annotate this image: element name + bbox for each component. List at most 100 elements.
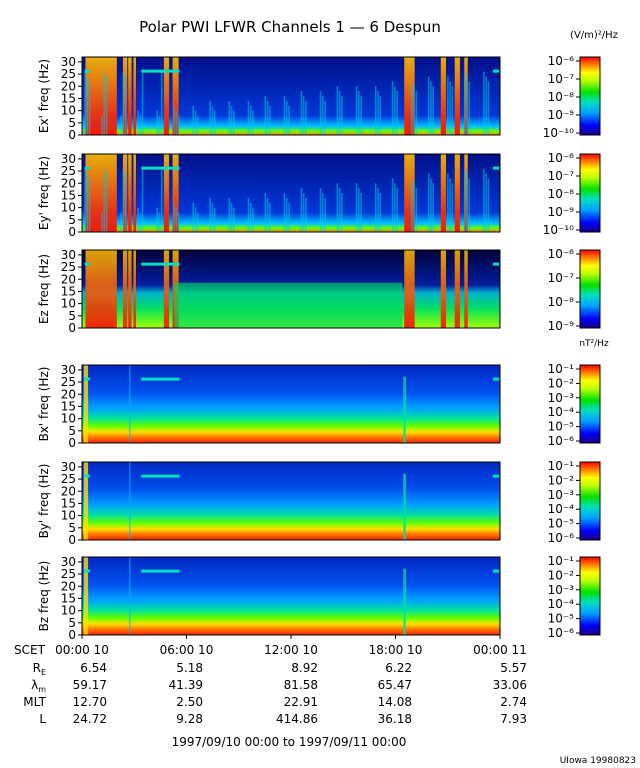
y-tick-label: 25 [61,375,76,389]
spectral-spike [413,86,415,135]
panel-frame [81,364,501,444]
spectral-spike [192,202,195,232]
spectral-spike [466,173,468,232]
cal-marker [84,474,90,478]
spectral-spike [84,71,86,135]
cal-marker [84,377,90,381]
ephemeris-value: 22.91 [284,695,318,709]
colorbar-tick-label: 10⁻⁴ [548,597,575,611]
colorbar-tick-label: 10⁻⁶ [548,247,575,261]
spectral-spike [233,207,235,232]
electric-units-label: (V/m)²/Hz [570,30,618,41]
spectral-spike [213,110,216,135]
y-axis-label: Bx' freq (Hz) [37,367,51,442]
spectral-spike [430,81,432,135]
date-range: 1997/09/10 00:00 to 1997/09/11 00:00 [172,735,407,749]
time-axis: 00:00 10 06:00 10 12:00 10 18:00 10 00:00 11… [14,635,527,657]
spectral-spike [177,212,180,232]
colorbar-tick-label: 10⁻⁶ [548,531,575,545]
spectral-spike [194,207,197,232]
spectral-spike [377,91,379,135]
spectral-spike [247,197,250,232]
y-axis-label: Ey' freq (Hz) [37,156,51,230]
spectral-spike [449,81,451,135]
colorbar-tick-label: 10⁻⁸ [548,187,575,201]
spectral-spike [196,115,199,135]
x-tick-label: 12:00 10 [264,643,318,657]
y-tick-label: 25 [61,260,76,274]
burst-feature [403,473,406,540]
burst-feature [464,154,468,232]
colorbar-tick-label: 10⁻² [548,473,575,487]
spectral-spike [468,178,471,232]
ephemeris-value: 6.22 [385,661,412,675]
spectral-spike [463,168,466,232]
colorbar-tick-label: 10⁻⁷ [548,271,575,285]
spectral-spike [101,212,103,232]
colorbar-tick-label: 10⁻⁷ [548,169,575,183]
spectral-spike [288,105,290,135]
cal-marker [84,569,90,573]
x-tick-label: 00:00 10 [55,643,109,657]
ephemeris-value: 12.70 [73,695,107,709]
spectral-spike [264,193,267,232]
spectral-spike [175,110,178,135]
colorbar [579,461,601,541]
colorbar-tick-label: 10⁻⁶ [548,434,575,448]
spectral-spike [336,183,339,232]
spectral-spike [129,557,131,635]
spectral-spike [358,188,360,232]
ephemeris-value: 24.72 [73,712,107,726]
y-tick-label: 30 [61,460,76,474]
spectral-spike [487,178,490,232]
cal-marker [493,377,500,381]
colorbar-tick-label: 10⁻⁹ [548,319,575,333]
colorbar-tick-label: 10⁻¹ [548,459,575,473]
spectral-spike [211,202,214,232]
spectral-spike [249,202,252,232]
spectral-spike [432,86,435,135]
ephemeris-label: RE [33,661,46,677]
colorbar-tick-label: 10⁻¹⁰ [543,126,574,140]
y-tick-label: 5 [68,116,76,130]
spectral-spike [160,168,163,232]
colorbar-tick-label: 10⁻⁴ [548,502,575,516]
spectral-spike [192,105,195,135]
y-tick-label: 30 [61,363,76,377]
burst-feature [83,557,89,635]
burst-feature [403,568,406,635]
spectral-spike [415,188,418,232]
y-tick-label: 0 [68,128,76,142]
spectral-spike [120,212,122,232]
panel-frame [81,56,501,136]
panel-frame [81,461,501,541]
spectral-spike [285,100,288,135]
spectral-spike [230,202,233,232]
spectral-spike [137,207,139,232]
burst-feature [454,57,460,135]
spectral-spike [158,115,161,135]
spectral-spike [483,71,485,135]
cal-marker [493,262,500,266]
ephemeris-value: 41.39 [169,678,203,692]
burst-feature [440,154,447,232]
spectral-spike [122,168,125,232]
spectral-spike [324,197,326,232]
colorbar-tick-label: 10⁻⁸ [548,90,575,104]
colorbar-tick-label: 10⁻² [548,568,575,582]
colorbar-tick-label: 10⁻⁷ [548,72,575,86]
y-tick-label: 5 [68,309,76,323]
spectral-spike [84,168,86,232]
spectrogram-image [82,365,500,443]
cal-marker [84,166,90,170]
spectral-spike [374,183,377,232]
spectral-spike [139,115,142,135]
burst-feature [404,154,415,232]
spectral-spike [252,207,254,232]
spectral-spike [283,193,286,232]
ephemeris-value: 414.86 [276,712,318,726]
spectral-spike [194,110,197,135]
